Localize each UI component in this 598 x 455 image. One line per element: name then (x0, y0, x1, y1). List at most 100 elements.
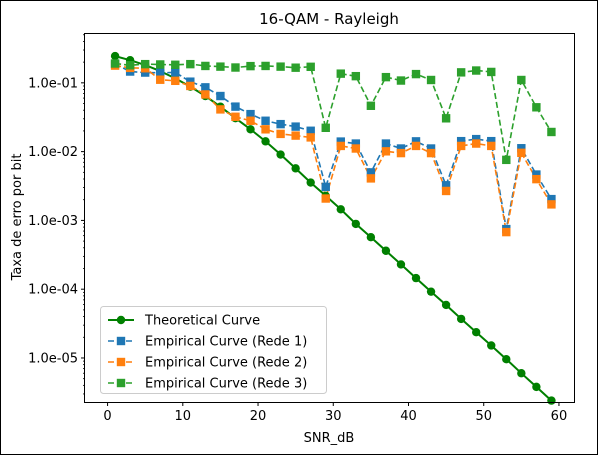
data-point (547, 194, 556, 204)
data-point (321, 194, 330, 203)
series-line (115, 62, 553, 161)
data-point (381, 72, 391, 82)
data-point (261, 61, 270, 71)
legend-marker (116, 378, 126, 388)
x-tick-label: 60 (551, 409, 568, 424)
data-point (381, 246, 391, 255)
series-line (114, 64, 553, 233)
data-point (306, 133, 315, 142)
data-point (231, 102, 240, 111)
legend-marker (116, 315, 126, 325)
data-point (396, 76, 406, 85)
data-point (517, 144, 526, 153)
data-point (171, 68, 180, 77)
data-point (140, 68, 150, 77)
data-point (411, 141, 421, 151)
data-point (110, 51, 120, 61)
data-point (456, 141, 466, 151)
data-point (532, 103, 541, 112)
data-point (291, 122, 300, 131)
x-axis-label: SNR_dB (304, 431, 355, 446)
data-point (456, 136, 466, 146)
data-point (487, 341, 496, 350)
data-point (201, 90, 210, 99)
data-point (547, 396, 556, 405)
data-point (411, 137, 421, 146)
data-point (171, 60, 180, 69)
data-point (246, 125, 255, 134)
data-point (517, 75, 526, 85)
data-point (306, 126, 315, 135)
data-point (472, 328, 481, 337)
data-point (186, 81, 195, 91)
series-line (114, 63, 553, 230)
x-tick-label: 40 (400, 409, 417, 424)
legend-label: Theoretical Curve (144, 314, 260, 329)
data-point (110, 59, 120, 68)
data-point (532, 382, 541, 392)
data-point (336, 137, 345, 146)
data-point (276, 62, 285, 71)
data-point (396, 260, 406, 269)
axes-frame (84, 33, 575, 403)
data-point (441, 300, 451, 310)
y-tick-label: 1.0e-01 (28, 76, 78, 91)
data-point (472, 66, 481, 75)
data-point (487, 67, 496, 77)
data-point (426, 148, 436, 158)
data-point (321, 123, 330, 132)
data-point (381, 139, 391, 148)
legend-label: Empirical Curve (Rede 1) (145, 335, 307, 350)
series-markers (110, 51, 556, 405)
data-point (426, 144, 436, 153)
data-point (321, 182, 330, 192)
legend-marker (116, 357, 126, 367)
data-point (366, 101, 376, 110)
data-point (291, 63, 300, 72)
data-point (517, 369, 526, 378)
data-point (125, 61, 135, 70)
data-point (441, 181, 451, 190)
legend-label: Empirical Curve (Rede 2) (145, 356, 307, 371)
data-point (487, 141, 496, 151)
data-point (306, 178, 315, 187)
data-point (411, 273, 421, 283)
data-point (171, 76, 180, 86)
data-point (336, 205, 345, 214)
data-point (216, 105, 225, 114)
data-point (426, 287, 436, 296)
data-point (261, 137, 270, 146)
data-point (366, 232, 376, 242)
legend-label: Empirical Curve (Rede 3) (145, 377, 307, 392)
data-point (456, 314, 466, 324)
data-point (156, 60, 165, 69)
data-point (231, 112, 240, 121)
legend-marker (116, 336, 126, 346)
data-point (472, 139, 481, 148)
axis-ticks: 0 10 20 30 40 50 60 1.0e-01 1.0e-02 1.0e-03 1.0e-0… (28, 34, 568, 424)
data-point (441, 114, 451, 123)
data-point (487, 136, 496, 146)
data-point (306, 62, 315, 72)
data-point (517, 148, 526, 158)
data-point (426, 75, 436, 85)
data-point (456, 68, 466, 77)
data-point (351, 139, 361, 148)
data-point (276, 119, 285, 129)
data-point (366, 174, 376, 183)
data-point (156, 68, 165, 77)
x-tick-label: 0 (103, 409, 111, 424)
data-point (186, 59, 195, 69)
data-point (186, 77, 195, 86)
data-point (140, 59, 150, 69)
data-point (201, 61, 210, 71)
y-tick-label: 1.0e-05 (28, 351, 78, 366)
data-point (291, 131, 300, 140)
data-point (441, 186, 451, 196)
x-tick-label: 50 (475, 409, 492, 424)
data-point (246, 109, 255, 119)
x-tick-label: 20 (250, 409, 267, 424)
data-point (411, 69, 421, 79)
y-axis-label: Taxa de erro por bit (10, 154, 25, 282)
